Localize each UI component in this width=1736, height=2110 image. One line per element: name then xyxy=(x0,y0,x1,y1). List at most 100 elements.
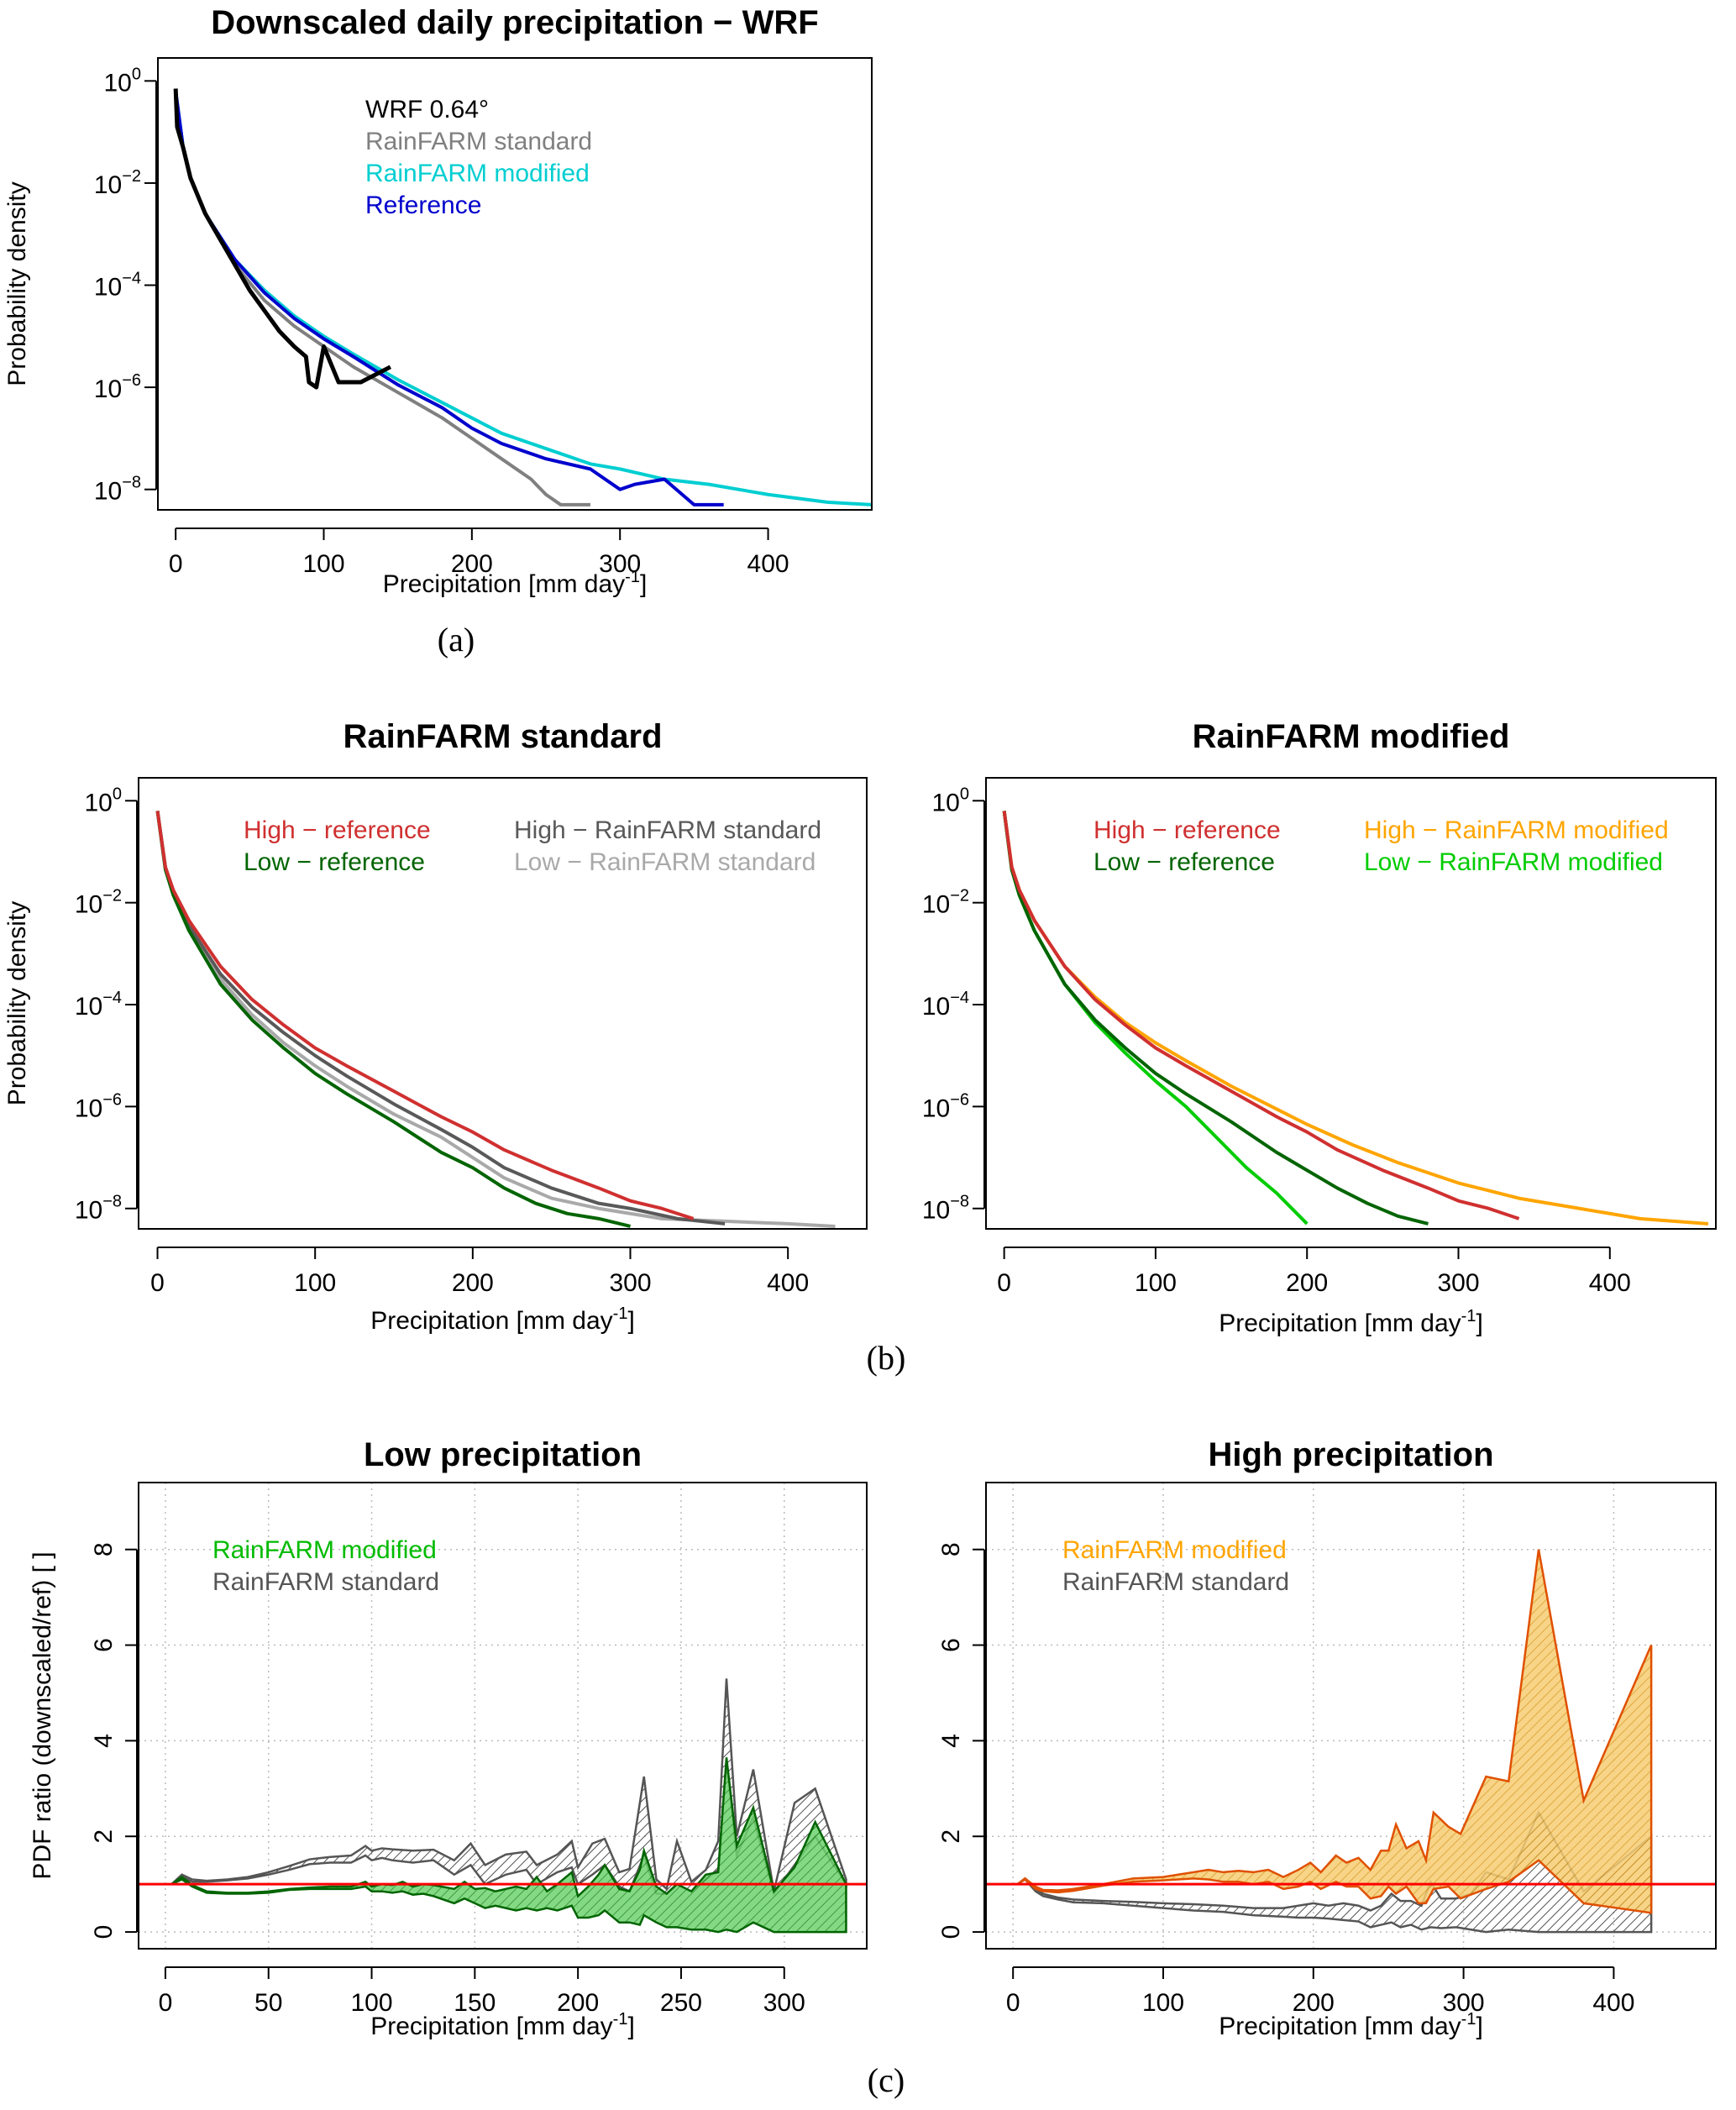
legend-item: Low − RainFARM standard xyxy=(514,848,816,876)
series-line-2 xyxy=(155,811,631,1228)
legend-item: High − reference xyxy=(244,816,431,844)
x-tick-label: 100 xyxy=(294,1269,336,1297)
y-tick-label: 10−8 xyxy=(75,1193,122,1225)
y-tick-label: 2 xyxy=(937,1829,965,1844)
y-axis-label: Probability density xyxy=(3,181,31,386)
legend-item: RainFARM standard xyxy=(365,128,592,155)
y-tick-label: 100 xyxy=(104,65,142,97)
series-line-3 xyxy=(173,88,392,390)
y-tick-label: 10−2 xyxy=(922,887,969,919)
x-tick-label: 0 xyxy=(159,1989,173,2017)
legend-item: RainFARM standard xyxy=(212,1568,439,1596)
series-band-0 xyxy=(170,1678,847,1897)
y-axis-label: Probability density xyxy=(3,901,31,1105)
x-axis-label: Precipitation [mm day-1] xyxy=(383,568,648,598)
x-tick-label: 50 xyxy=(254,1989,282,2017)
panel-label-a: (a) xyxy=(438,621,475,659)
plot-area xyxy=(1002,811,1709,1226)
series-band-1 xyxy=(170,1757,847,1934)
y-tick-label: 0 xyxy=(937,1925,965,1939)
x-tick-label: 0 xyxy=(997,1269,1011,1297)
x-tick-label: 300 xyxy=(1443,1989,1485,2017)
x-tick-label: 200 xyxy=(1286,1269,1328,1297)
series-line-3 xyxy=(155,811,695,1220)
x-tick-label: 200 xyxy=(1293,1989,1335,2017)
y-tick-label: 6 xyxy=(90,1638,118,1652)
x-tick-label: 0 xyxy=(150,1269,165,1297)
plot-area xyxy=(170,1678,847,1934)
y-tick-label: 10−4 xyxy=(94,270,141,302)
legend-item: WRF 0.64° xyxy=(365,96,489,123)
chart-title: RainFARM modified xyxy=(1193,718,1510,755)
x-tick-label: 150 xyxy=(454,1989,496,2017)
x-tick-label: 400 xyxy=(767,1269,809,1297)
x-axis-label: Precipitation [mm day-1] xyxy=(1219,1307,1483,1337)
y-tick-label: 8 xyxy=(937,1542,965,1556)
legend-item: Reference xyxy=(365,192,481,219)
chart-title: Downscaled daily precipitation − WRF xyxy=(211,4,818,41)
y-tick-label: 2 xyxy=(90,1829,118,1844)
x-tick-label: 300 xyxy=(1437,1269,1479,1297)
x-axis-label: Precipitation [mm day-1] xyxy=(370,1304,635,1335)
x-tick-label: 300 xyxy=(599,550,641,578)
y-tick-label: 4 xyxy=(90,1734,118,1748)
x-tick-label: 100 xyxy=(351,1989,393,2017)
chart-b-left: RainFARM standard 0 100 200 300 400 Precipitat… xyxy=(3,718,868,1335)
panel-label-b: (b) xyxy=(867,1339,906,1377)
x-tick-label: 200 xyxy=(557,1989,599,2017)
y-tick-label: 0 xyxy=(90,1925,118,1939)
legend-item: Low − RainFARM modified xyxy=(1364,848,1663,876)
legend-item: RainFARM modified xyxy=(212,1536,437,1564)
y-tick-label: 100 xyxy=(85,785,123,816)
series-line-3 xyxy=(1002,811,1520,1220)
series-line-1 xyxy=(155,811,726,1226)
y-tick-label: 10−4 xyxy=(922,989,969,1021)
series-line-2 xyxy=(1002,811,1429,1226)
chart-b-right: RainFARM modified 0 100 200 300 400 Precipitat… xyxy=(973,718,1717,1337)
x-tick-label: 400 xyxy=(1592,1989,1634,2017)
y-axis-label: PDF ratio (downscaled/ref) [ ] xyxy=(29,1551,56,1879)
chart-c-left: Low precipitation 0 50 100 150 200 250 300 0 2 4 6 8… xyxy=(29,1436,868,2040)
y-tick-label: 10−8 xyxy=(94,474,141,506)
plot-frame xyxy=(138,1482,868,1950)
x-tick-label: 100 xyxy=(302,550,344,578)
plot-frame xyxy=(985,1482,1717,1950)
legend-item: RainFARM modified xyxy=(365,160,590,187)
x-tick-label: 300 xyxy=(609,1269,651,1297)
x-tick-label: 400 xyxy=(747,550,789,578)
y-tick-label: 10−4 xyxy=(75,989,122,1021)
x-tick-label: 0 xyxy=(169,550,183,578)
chart-title: RainFARM standard xyxy=(343,718,662,755)
y-tick-label: 6 xyxy=(937,1638,965,1652)
y-tick-label: 10−6 xyxy=(922,1090,969,1122)
legend-item: Low − reference xyxy=(244,848,425,876)
chart-a: Downscaled daily precipitation − WRF 0 100… xyxy=(3,4,873,598)
plot-frame xyxy=(138,777,868,1230)
x-tick-label: 300 xyxy=(763,1989,805,2017)
series-band-1 xyxy=(1016,1549,1653,1914)
x-tick-label: 400 xyxy=(1589,1269,1631,1297)
x-axis-label: Precipitation [mm day-1] xyxy=(370,2010,635,2040)
x-tick-label: 100 xyxy=(1135,1269,1177,1297)
plot-area xyxy=(173,88,872,507)
y-tick-label: 100 xyxy=(932,785,970,816)
plot-frame xyxy=(157,57,873,511)
x-tick-label: 250 xyxy=(660,1989,702,2017)
legend-item: RainFARM modified xyxy=(1062,1536,1287,1564)
legend-item: High − reference xyxy=(1094,816,1281,844)
x-tick-label: 100 xyxy=(1142,1989,1184,2017)
legend-item: Low − reference xyxy=(1094,848,1275,876)
chart-title: High precipitation xyxy=(1209,1436,1494,1473)
y-tick-label: 10−2 xyxy=(75,887,122,919)
y-tick-label: 10−6 xyxy=(75,1090,122,1122)
x-axis-label: Precipitation [mm day-1] xyxy=(1219,2010,1483,2040)
y-tick-label: 10−8 xyxy=(922,1193,969,1225)
chart-c-right: High precipitation 0 100 200 300 400 0 2 4 6 8 Prec… xyxy=(937,1436,1717,2040)
y-tick-label: 10−6 xyxy=(94,371,141,403)
y-tick-label: 4 xyxy=(937,1734,965,1748)
plot-frame xyxy=(985,777,1717,1230)
y-tick-label: 8 xyxy=(90,1542,118,1556)
legend-item: RainFARM standard xyxy=(1062,1568,1289,1596)
